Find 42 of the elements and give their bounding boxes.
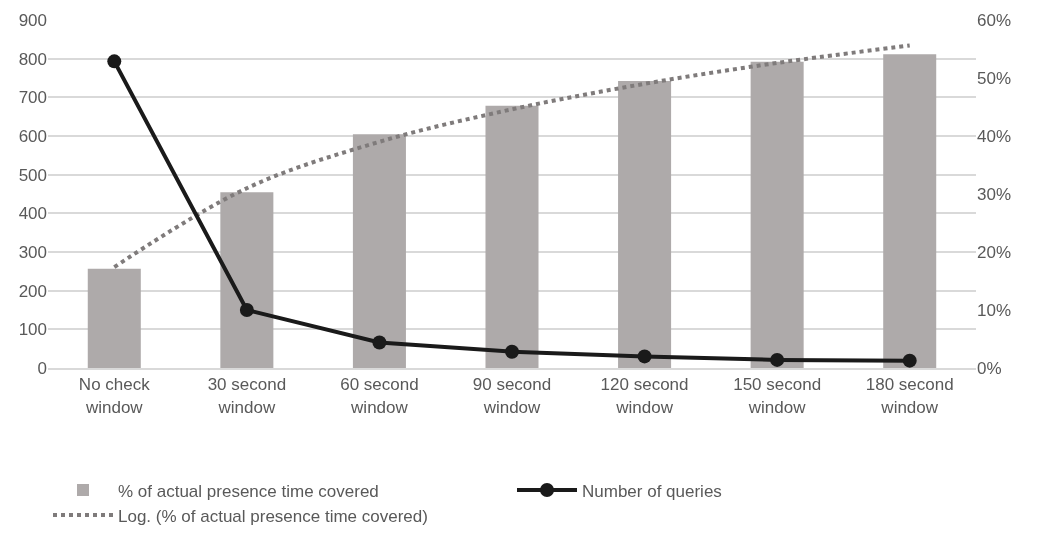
- y-tick-label: 800: [18, 49, 47, 69]
- y2-tick-label: 10%: [977, 300, 1012, 320]
- x-tick-label: 60 second window: [340, 375, 419, 417]
- y-tick-label: 0: [37, 358, 47, 378]
- bar: [220, 192, 274, 368]
- y-tick-label: 900: [18, 10, 47, 30]
- x-tick-label: 120 second window: [600, 375, 689, 417]
- point: [902, 353, 917, 368]
- y2-tick-label: 50%: [977, 68, 1012, 88]
- y2-tick-label: 0%: [977, 358, 1002, 378]
- point: [505, 344, 519, 359]
- bar: [750, 61, 804, 368]
- bar: [618, 80, 672, 368]
- y2-tick-label: 30%: [977, 184, 1012, 204]
- x-tick-label: 30 second window: [207, 375, 287, 417]
- y2-tick-label: 20%: [977, 242, 1012, 262]
- y-tick-label: 700: [18, 88, 47, 108]
- x-tick-label: No check window: [78, 375, 151, 417]
- bar: [485, 105, 539, 368]
- y2-tick-label: 40%: [977, 126, 1012, 146]
- legend-label: Number of queries: [582, 481, 722, 501]
- line-series: [112, 43, 912, 270]
- bar: [352, 134, 406, 368]
- x-tick-label: 180 second window: [865, 375, 954, 417]
- point: [239, 303, 254, 317]
- point: [637, 349, 652, 364]
- y-tick-label: 400: [18, 204, 47, 224]
- point: [770, 352, 785, 367]
- point: [107, 54, 122, 69]
- y2-tick-label: 60%: [977, 10, 1012, 30]
- y-tick-label: 500: [18, 165, 47, 185]
- legend-label: % of actual presence time covered: [118, 481, 379, 501]
- y-tick-label: 600: [18, 126, 47, 146]
- bar: [883, 54, 937, 368]
- x-tick-label: 150 second window: [733, 375, 822, 417]
- y-tick-label: 200: [18, 281, 47, 301]
- y-tick-label: 100: [18, 320, 47, 340]
- point: [372, 335, 387, 350]
- legend-label: Log. (% of actual presence time covered): [118, 506, 428, 526]
- x-tick-label: 90 second window: [472, 375, 552, 417]
- bar: [87, 268, 141, 368]
- y-tick-label: 300: [18, 242, 47, 262]
